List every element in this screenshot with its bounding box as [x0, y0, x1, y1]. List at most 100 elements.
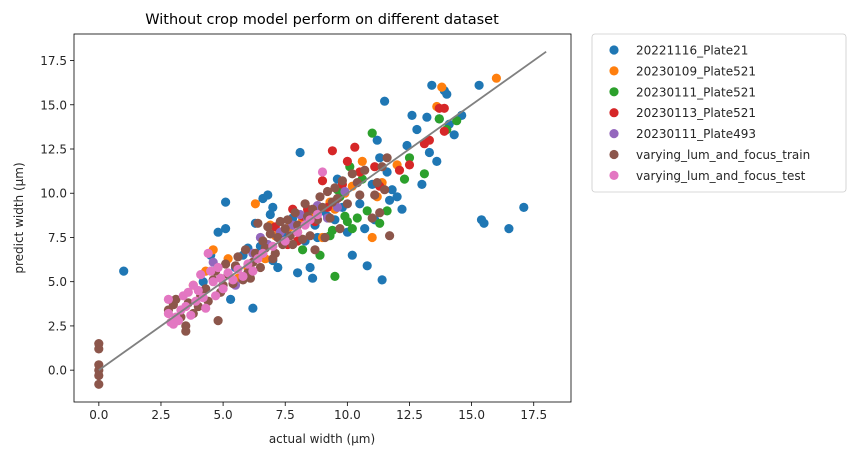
data-point [439, 126, 449, 136]
y-tick-label: 7.5 [48, 231, 67, 245]
data-point [250, 199, 260, 209]
data-point [347, 224, 357, 234]
data-point [211, 291, 221, 301]
data-point [332, 193, 342, 204]
data-point [439, 103, 449, 113]
data-point [265, 229, 275, 239]
data-point [173, 316, 183, 326]
data-point [193, 285, 203, 296]
data-point [407, 110, 417, 120]
legend-marker [609, 149, 619, 160]
data-point [203, 248, 213, 258]
data-point [330, 183, 340, 193]
x-tick-label: 10.0 [334, 408, 361, 422]
y-tick-label: 10.0 [40, 187, 67, 201]
y-tick-label: 17.5 [40, 54, 67, 68]
data-point [201, 303, 211, 313]
data-point [183, 287, 193, 297]
data-point [442, 89, 452, 99]
data-point [342, 156, 352, 166]
data-point [419, 169, 429, 179]
data-point [310, 245, 320, 255]
data-point [298, 245, 308, 255]
x-axis-label: actual width (μm) [269, 432, 375, 446]
data-point [240, 245, 251, 255]
legend-marker [609, 108, 619, 118]
data-point [213, 227, 223, 237]
data-point [392, 192, 402, 202]
data-point [298, 234, 308, 244]
data-point [491, 73, 501, 83]
data-point [404, 153, 415, 163]
data-point [275, 216, 285, 227]
data-point [360, 224, 370, 234]
x-tick-label: 12.5 [396, 408, 423, 422]
data-point [424, 147, 434, 158]
data-point [305, 262, 315, 273]
reference-line [98, 50, 547, 371]
x-tick-label: 15.0 [458, 408, 485, 422]
data-point [258, 236, 268, 246]
data-point [248, 266, 258, 276]
data-point [221, 197, 231, 207]
data-point [412, 124, 422, 135]
data-point [387, 185, 397, 195]
data-point [474, 80, 484, 90]
y-tick-label: 12.5 [40, 143, 67, 157]
data-point [315, 192, 325, 202]
data-point [317, 167, 328, 177]
data-point [399, 174, 410, 184]
data-point [94, 370, 104, 381]
data-point [424, 135, 434, 145]
legend-marker [609, 170, 619, 180]
data-point [208, 277, 218, 287]
data-point [394, 165, 405, 175]
data-point [367, 232, 377, 243]
data-point [372, 178, 382, 188]
data-point [218, 284, 228, 294]
legend-label: 20221116_Plate21 [636, 44, 748, 58]
data-point [342, 199, 352, 209]
data-point [94, 379, 104, 389]
data-point [355, 199, 365, 209]
data-point [367, 128, 377, 138]
points-layer [94, 73, 529, 389]
x-tick-label: 7.5 [276, 408, 295, 422]
data-point [255, 262, 265, 273]
data-point [223, 268, 233, 278]
data-point [367, 213, 377, 223]
data-point [380, 185, 390, 195]
data-point [385, 195, 395, 205]
data-point [248, 303, 258, 313]
data-point [213, 316, 223, 326]
y-tick-label: 0.0 [48, 364, 67, 378]
data-point [382, 206, 392, 216]
data-point [504, 224, 514, 234]
data-point [417, 179, 427, 189]
y-axis: 0.0 2.5 5.0 7.5 10.0 12.5 15.0 17.5 [40, 54, 74, 378]
data-point [213, 262, 223, 273]
data-point [362, 206, 372, 216]
data-point [375, 208, 385, 218]
legend-marker [609, 87, 619, 97]
data-point [370, 190, 380, 200]
legend-marker [609, 45, 619, 55]
data-point [337, 176, 347, 186]
data-point [397, 204, 407, 214]
data-point [402, 140, 412, 151]
data-point [317, 176, 328, 186]
data-point [377, 275, 387, 285]
data-point [320, 232, 330, 243]
legend-label: 20230111_Plate493 [636, 127, 756, 141]
data-point [273, 232, 283, 243]
data-point [362, 261, 372, 271]
data-point [370, 162, 380, 172]
reference-line-layer [98, 50, 547, 371]
data-point [245, 273, 255, 283]
data-point [380, 96, 390, 106]
data-point [452, 116, 462, 126]
legend-label: 20230111_Plate521 [636, 85, 756, 99]
data-point [206, 266, 216, 276]
data-point [335, 224, 345, 234]
